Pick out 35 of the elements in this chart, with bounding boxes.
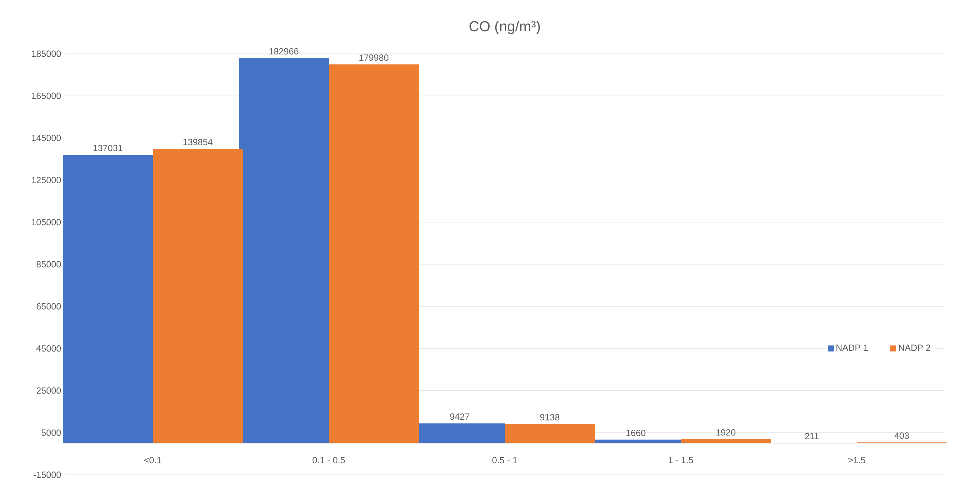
x-tick-label: 0.5 - 1 [492,457,518,464]
data-label: 182966 [270,48,299,55]
y-tick-label: 185000 [32,50,62,58]
y-tick-label: -15000 [34,472,62,478]
bar [63,154,154,444]
bar [239,58,330,444]
x-tick-label: 0.1 - 0.5 [312,457,346,464]
chart-title: CO (ng/m³) [470,21,540,34]
data-label: 179980 [360,54,389,62]
y-tick-label: 25000 [36,388,62,394]
y-tick-label: 85000 [36,261,62,268]
data-label: 9427 [450,414,470,420]
x-tick-label: 1 - 1.5 [668,457,694,464]
data-label: 1660 [626,430,646,436]
data-label: 211 [805,433,819,440]
y-tick-label: 165000 [32,92,62,100]
y-tick-label: 5000 [42,430,62,436]
y-tick-label: 145000 [32,135,62,142]
data-label: 1920 [716,429,736,436]
bar [505,424,596,444]
x-tick-label: >1.5 [848,457,866,464]
bar [329,64,420,444]
legend-label: NADP 2 [899,344,931,352]
data-label: 137031 [94,145,123,152]
data-label: 403 [894,432,910,440]
data-label: 9138 [540,414,560,421]
bar [153,149,244,444]
y-tick-label: 125000 [32,177,62,184]
y-tick-label: 45000 [36,346,62,352]
bar [681,439,772,444]
y-tick-label: 105000 [32,219,62,226]
data-label: 139854 [184,139,213,146]
x-tick-label: <0.1 [144,457,162,464]
legend-label: NADP 1 [836,344,868,352]
y-tick-label: 65000 [36,303,62,310]
